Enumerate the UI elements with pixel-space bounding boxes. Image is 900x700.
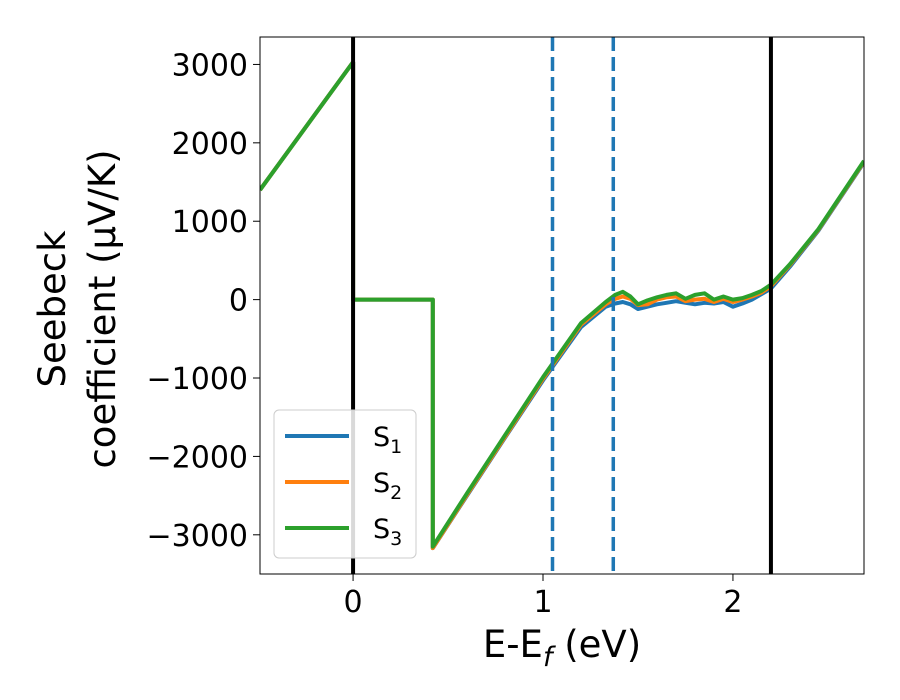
x-tick-label: 0	[344, 585, 363, 620]
y-tick-label: −1000	[147, 362, 248, 397]
x-axis-title-unit: (eV)	[552, 623, 641, 666]
y-tick-label: 3000	[172, 48, 248, 83]
y-tick-label: −3000	[147, 519, 248, 554]
legend-label-s2: S2	[373, 468, 402, 504]
series-line-s3	[260, 60, 864, 549]
y-tick-label: 2000	[172, 127, 248, 162]
series-layer	[260, 60, 864, 551]
y-tick-label: −2000	[147, 440, 248, 475]
y-tick-label: 1000	[172, 205, 248, 240]
x-axis-title: E-Ef (eV)	[483, 623, 641, 673]
x-axis-ticks: 0 1 2	[344, 574, 742, 620]
x-tick-label: 2	[723, 585, 742, 620]
y-axis-ticks: 3000 2000 1000 0 −1000 −2000 −3000	[147, 48, 260, 554]
y-axis-title: Seebeck coefficient (μV/K)	[31, 149, 124, 468]
plot-area-frame	[259, 36, 865, 575]
y-axis-title-line1: Seebeck	[31, 230, 74, 388]
x-axis-title-main: E-E	[483, 623, 543, 666]
legend-label-s3: S3	[373, 514, 402, 550]
y-tick-label: 0	[229, 284, 248, 319]
y-axis-title-line2: coefficient (μV/K)	[81, 149, 124, 468]
legend-entries: S1 S2 S3	[285, 422, 402, 550]
x-tick-label: 1	[533, 585, 552, 620]
legend: S1 S2 S3	[273, 409, 417, 559]
legend-label-s1: S1	[373, 422, 402, 458]
